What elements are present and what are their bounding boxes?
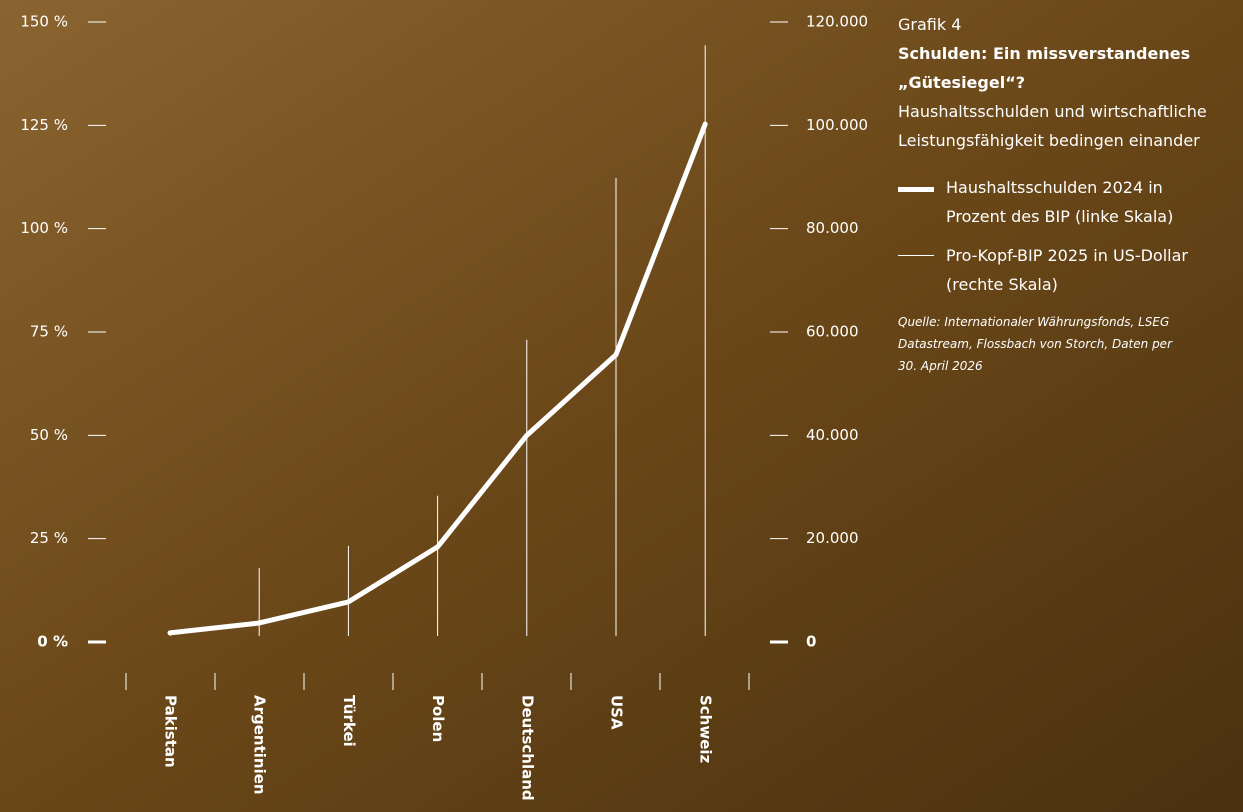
y2-tick-label: 0 [806,633,816,651]
x-tick-label: Pakistan [162,695,180,768]
y2-tick-label: 20.000 [806,529,859,547]
legend-swatch [898,255,934,256]
x-tick-label: Schweiz [697,695,715,764]
x-tick-label: USA [608,695,626,730]
legend-item: Pro-Kopf-BIP 2025 in US-Dollar (rechte S… [898,241,1243,299]
chart-label: Grafik 4 [898,15,962,34]
y-tick-label: 150 % [20,13,68,31]
y-tick-label: 125 % [20,116,68,134]
x-tick-label: Polen [429,695,447,742]
y-tick-label: 75 % [30,323,68,341]
y-tick-label: 100 % [20,219,68,237]
chart-title: Schulden: Ein missverstandenes „Gütesieg… [898,44,1191,92]
y2-tick-label: 40.000 [806,426,859,444]
y2-tick-label: 80.000 [806,219,859,237]
y-tick-label: 0 % [37,633,68,651]
legend-label: Haushaltsschulden 2024 in Prozent des BI… [946,178,1174,226]
x-tick-label: Argentinien [251,695,269,795]
legend-item: Haushaltsschulden 2024 in Prozent des BI… [898,173,1243,231]
x-tick-label: Deutschland [518,695,536,801]
y-tick-label: 50 % [30,426,68,444]
legend-swatch [898,187,934,192]
text-panel: Grafik 4 Schulden: Ein missverstandenes … [898,10,1243,377]
y-tick-label: 25 % [30,529,68,547]
legend-label: Pro-Kopf-BIP 2025 in US-Dollar (rechte S… [946,246,1188,294]
y2-tick-label: 100.000 [806,116,868,134]
y2-tick-label: 60.000 [806,323,859,341]
source: Quelle: Internationaler Währungsfonds, L… [898,315,1172,373]
category-separators [125,673,750,690]
y2-tick-label: 120.000 [806,13,868,31]
chart-subtitle: Haushaltsschulden und wirtschaftliche Le… [898,102,1207,150]
x-tick-label: Türkei [340,695,358,747]
